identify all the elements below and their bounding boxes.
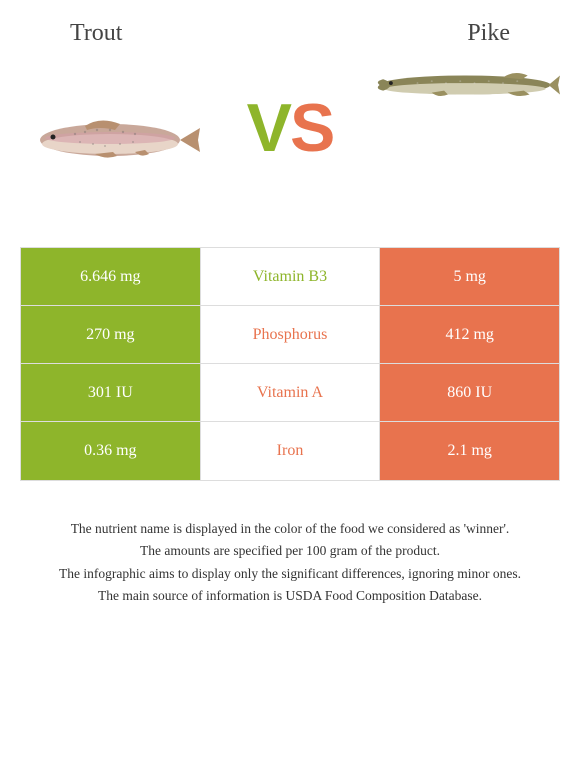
nutrient-label: Phosphorus	[201, 306, 381, 363]
table-row: 6.646 mg Vitamin B3 5 mg	[21, 248, 559, 306]
nutrient-label: Vitamin A	[201, 364, 381, 421]
header-row: Trout Pike	[0, 0, 580, 47]
table-row: 0.36 mg Iron 2.1 mg	[21, 422, 559, 480]
nutrient-label: Vitamin B3	[201, 248, 381, 305]
right-value: 5 mg	[380, 248, 559, 305]
table-row: 301 IU Vitamin A 860 IU	[21, 364, 559, 422]
left-value: 6.646 mg	[21, 248, 201, 305]
nutrient-label: Iron	[201, 422, 381, 480]
left-value: 0.36 mg	[21, 422, 201, 480]
left-food-title: Trout	[70, 20, 122, 47]
comparison-images: VS	[0, 47, 580, 217]
footer-line: The infographic aims to display only the…	[30, 564, 550, 584]
footer-line: The nutrient name is displayed in the co…	[30, 519, 550, 539]
right-value: 860 IU	[380, 364, 559, 421]
vs-s: S	[290, 90, 333, 166]
right-food-title: Pike	[467, 20, 510, 47]
right-value: 412 mg	[380, 306, 559, 363]
trout-image	[20, 102, 210, 172]
footer-line: The main source of information is USDA F…	[30, 586, 550, 606]
right-value: 2.1 mg	[380, 422, 559, 480]
footer-line: The amounts are specified per 100 gram o…	[30, 541, 550, 561]
pike-image	[370, 57, 560, 112]
vs-v: V	[247, 90, 290, 166]
table-row: 270 mg Phosphorus 412 mg	[21, 306, 559, 364]
left-value: 270 mg	[21, 306, 201, 363]
vs-label: VS	[247, 89, 334, 167]
left-value: 301 IU	[21, 364, 201, 421]
footer-notes: The nutrient name is displayed in the co…	[30, 519, 550, 606]
nutrient-table: 6.646 mg Vitamin B3 5 mg 270 mg Phosphor…	[20, 247, 560, 481]
